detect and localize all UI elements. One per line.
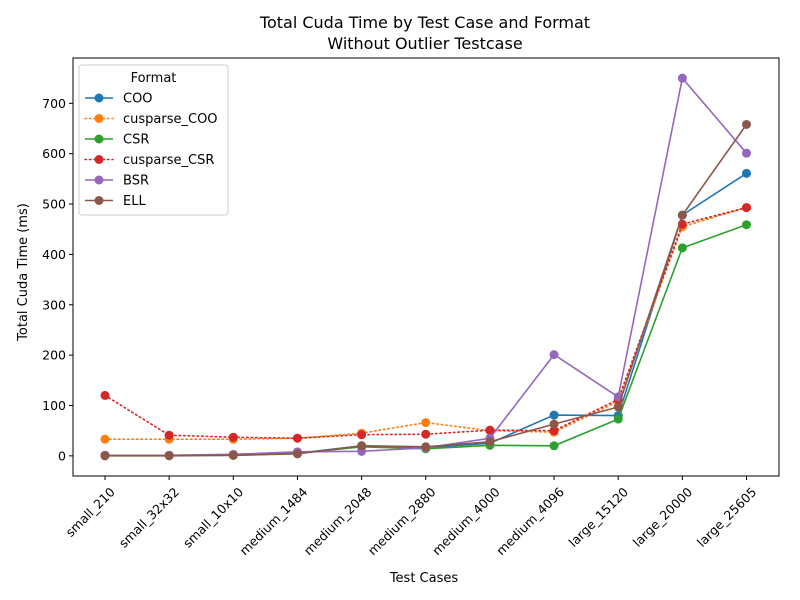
data-point-ell: [292, 449, 302, 459]
data-point-ell: [228, 450, 238, 460]
data-point-ell: [613, 402, 623, 412]
chart-title: Total Cuda Time by Test Case and Format: [259, 13, 590, 32]
x-tick-label: large_25605: [694, 484, 760, 550]
chart-subtitle: Without Outlier Testcase: [327, 34, 522, 53]
y-tick-label: 500: [42, 197, 66, 212]
legend-marker: [94, 114, 104, 123]
legend-box: [78, 64, 229, 216]
data-point-ell: [485, 437, 495, 447]
data-point-ell: [100, 451, 110, 461]
y-tick-label: 200: [42, 348, 66, 363]
y-tick-label: 600: [42, 146, 66, 161]
data-point-coo: [549, 410, 559, 420]
data-point-cusparse-coo: [100, 434, 110, 444]
legend-marker: [94, 196, 104, 205]
x-tick-label: small_10x10: [180, 484, 246, 550]
legend-label: BSR: [123, 174, 149, 189]
data-point-ell: [357, 441, 367, 451]
x-tick-label: large_20000: [630, 484, 696, 550]
y-tick-label: 100: [42, 398, 66, 413]
data-point-bsr: [549, 350, 559, 360]
legend-label: COO: [123, 92, 153, 107]
series-line-cusparse-coo: [104, 206, 748, 441]
legend-marker: [94, 93, 104, 103]
data-point-cusparse-coo: [421, 418, 431, 428]
data-point-coo: [742, 168, 751, 178]
data-point-cusparse-csr: [549, 426, 559, 436]
y-tick-label: 700: [42, 96, 66, 111]
series-line-coo: [105, 172, 747, 457]
x-tick-label: medium_4096: [493, 484, 567, 558]
data-point-cusparse-csr: [485, 425, 495, 435]
x-tick-label: small_32x32: [116, 484, 182, 550]
data-point-cusparse-csr: [100, 390, 110, 400]
data-point-ell: [549, 419, 559, 429]
x-tick-label: medium_2880: [365, 484, 439, 558]
data-point-bsr: [677, 73, 687, 83]
legend-marker: [94, 175, 104, 185]
legend-label: cusparse_CSR: [123, 153, 214, 168]
legend-item-cusparse-coo: cusparse_COO: [84, 112, 218, 127]
data-point-csr: [742, 220, 751, 230]
y-tick-label: 300: [42, 297, 66, 312]
legend-label: ELL: [123, 194, 146, 209]
x-tick-label: large_15120: [566, 484, 632, 550]
data-point-ell: [742, 119, 751, 129]
x-axis-label: Test Cases: [389, 571, 459, 586]
data-point-cusparse-csr: [742, 203, 751, 213]
x-tick-label: small_210: [62, 484, 117, 539]
y-tick-label: 0: [58, 448, 66, 463]
x-tick-label: medium_1484: [237, 484, 311, 558]
data-point-cusparse-csr: [421, 429, 431, 439]
x-tick-label: medium_2048: [301, 484, 375, 558]
legend-title: Format: [131, 71, 177, 86]
data-point-csr: [677, 243, 687, 253]
data-point-cusparse-csr: [292, 433, 302, 443]
data-point-ell: [677, 210, 687, 220]
y-tick-label: 400: [42, 247, 66, 262]
legend-item-bsr: BSR: [85, 174, 149, 189]
data-point-cusparse-csr: [164, 430, 174, 440]
data-point-csr: [613, 414, 623, 424]
data-point-cusparse-csr: [357, 430, 367, 440]
data-point-cusparse-csr: [228, 432, 238, 442]
legend-item-ell: ELL: [85, 194, 146, 209]
legend-item-cusparse-csr: cusparse_CSR: [84, 153, 214, 168]
legend-marker: [94, 155, 104, 164]
series-ell: [100, 119, 751, 461]
legend-marker: [94, 134, 104, 144]
series-line-cusparse-csr: [104, 206, 748, 440]
legend-label: CSR: [123, 133, 149, 148]
y-axis-label: Total Cuda Time (ms): [16, 203, 31, 342]
data-point-ell: [421, 442, 431, 452]
legend: Format COO cusparse_COO CSR cusparse_CSR BSR E…: [78, 64, 229, 216]
legend-item-coo: COO: [85, 92, 153, 107]
legend-item-csr: CSR: [85, 133, 149, 148]
data-point-bsr: [742, 148, 751, 158]
x-tick-label: medium_4000: [429, 484, 503, 558]
data-point-ell: [164, 451, 174, 461]
data-point-csr: [549, 441, 559, 451]
legend-label: cusparse_COO: [123, 112, 218, 127]
